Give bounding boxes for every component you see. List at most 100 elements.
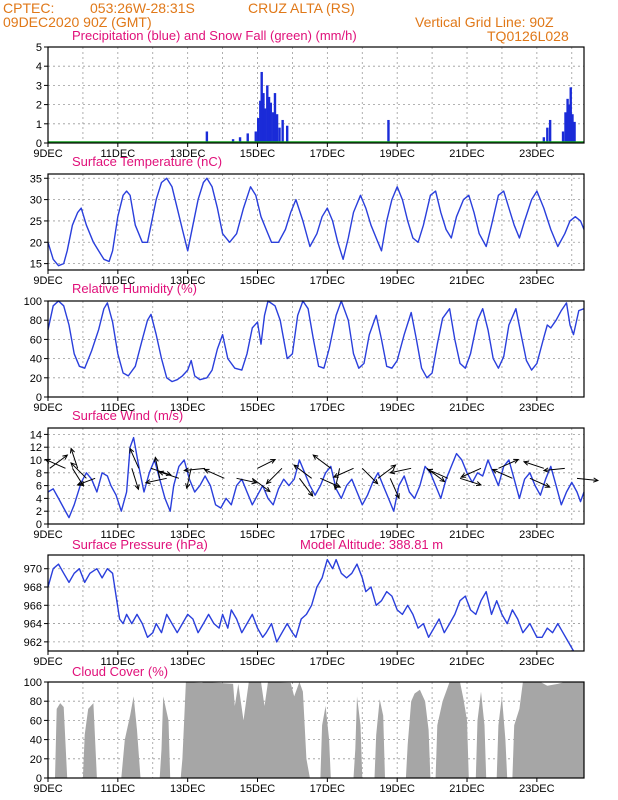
cloud-xtick-label: 9DEC [33, 783, 62, 795]
wind-ytick-label: 4 [36, 493, 42, 505]
temp-frame [47, 173, 585, 271]
precip-bar [548, 119, 552, 143]
wind-arrow-head [264, 486, 271, 493]
cloud-ytick-label: 40 [30, 735, 42, 747]
wind-arrow-shaft [492, 469, 513, 479]
wind-arrow [333, 468, 341, 491]
precip-panel: 0 1 2 3 4 5 9DEC 11DEC 13DEC 15DEC 17DEC 19DEC 21DEC… [33, 28, 585, 160]
precip-bar [269, 102, 272, 143]
wind-arrow-shaft [70, 448, 79, 469]
header: CPTEC: 053:26W-28:31S CRUZ ALTA (RS) 09D… [3, 0, 569, 44]
rh-panel: 0 20 40 60 80 100 9DEC 11DEC 13DEC 15DEC 17DEC 19DE… [24, 281, 585, 414]
wind-arrow-shaft [236, 477, 257, 484]
wind-arrow [158, 470, 180, 479]
precip-bar [272, 112, 275, 143]
cloud-xtick-label: 15DEC [240, 783, 276, 795]
wind-arrow [129, 447, 140, 469]
rh-ytick-label: 100 [24, 296, 42, 308]
wind-arrow-shaft [49, 454, 68, 469]
wind-arrow-shaft [523, 461, 545, 469]
wind-arrow-head [251, 479, 258, 485]
wind-arrow-shaft [77, 477, 96, 486]
temp-xtick-label: 13DEC [170, 275, 206, 287]
rh-ytick-label: 60 [30, 334, 42, 346]
wind-arrow-head [522, 460, 530, 466]
wind-arrow [293, 464, 312, 479]
temp-xtick-label: 17DEC [310, 275, 346, 287]
pres-xtick-label: 17DEC [310, 656, 346, 668]
wind-arrow [332, 467, 354, 478]
precip-bar [231, 139, 235, 143]
temp-xtick-label: 19DEC [379, 275, 415, 287]
pres-xtick-label: 15DEC [240, 656, 276, 668]
wind-xtick-label: 23DEC [519, 529, 555, 541]
precip-xtick-label: 11DEC [101, 148, 136, 160]
wind-arrow-head [544, 482, 551, 488]
wind-title: Surface Wind (m/s) [72, 408, 183, 423]
wind-ytick-label: 8 [36, 468, 42, 480]
wind-arrow [49, 454, 69, 469]
wind-arrow-shaft [70, 462, 87, 479]
precip-ytick-label: 5 [36, 42, 42, 54]
wind-arrow-shaft [427, 469, 449, 479]
rh-xtick-label: 15DEC [240, 402, 276, 414]
wind-arrow [265, 467, 283, 485]
wind-arrow-head [542, 467, 549, 473]
precip-bar [573, 121, 576, 143]
pres-xtick-label: 9DEC [33, 656, 62, 668]
wind-arrow [491, 468, 513, 479]
wind-arrow-shaft [334, 468, 341, 490]
precip-xtick-label: 13DEC [170, 148, 206, 160]
wind-arrow [69, 447, 79, 469]
cloud-ytick-label: 0 [36, 773, 42, 785]
wind-arrow-head [69, 447, 75, 454]
wind-arrow [76, 477, 96, 486]
wind-arrow-head [62, 454, 69, 460]
wind-arrow-shaft [251, 477, 271, 492]
wind-arrow-head [270, 459, 277, 464]
wind-arrow [576, 477, 600, 483]
cloud-xtick-label: 13DEC [170, 783, 206, 795]
temp-xtick-label: 9DEC [33, 275, 62, 287]
precip-ytick-label: 3 [36, 80, 42, 92]
wind-xtick-label: 13DEC [170, 529, 206, 541]
pres-series-line [47, 558, 575, 652]
wind-arrow-head [439, 476, 446, 483]
wind-arrow-shaft [45, 459, 66, 469]
wind-arrow-head [76, 480, 83, 486]
temp-title: Surface Temperature (nC) [72, 154, 222, 169]
wind-arrow [70, 462, 87, 479]
wind-arrow-shaft [543, 467, 565, 472]
wind-arrow-head [153, 456, 159, 463]
pres-ytick-label: 962 [24, 637, 42, 649]
wind-arrow [498, 458, 520, 469]
precip-bar [564, 112, 567, 143]
pres-ytick-label: 966 [24, 600, 42, 612]
wind-ytick-label: 14 [30, 429, 42, 441]
wind-ytick-label: 2 [36, 506, 42, 518]
wind-arrow-shaft [158, 471, 180, 479]
wind-arrow [185, 468, 192, 490]
wind-series-line [47, 436, 585, 519]
pres-ytick-label: 964 [24, 619, 42, 631]
wind-arrow-head [158, 470, 165, 476]
rh-xtick-label: 23DEC [519, 402, 555, 414]
header-code: TQ0126L028 [487, 28, 569, 44]
cloud-frame [47, 681, 585, 779]
wind-arrow [529, 477, 551, 488]
pres-annotation: Model Altitude: 388.81 m [300, 537, 443, 552]
wind-frame [47, 427, 585, 525]
precip-bar [566, 98, 569, 143]
pres-ytick-label: 970 [24, 564, 42, 576]
wind-arrow [361, 467, 379, 485]
rh-title: Relative Humidity (%) [72, 281, 197, 296]
temp-ytick-label: 15 [30, 259, 42, 271]
precip-bar [285, 125, 289, 143]
wind-arrow-shaft [320, 477, 341, 488]
wind-arrow-head [134, 484, 140, 491]
wind-arrow-shaft [257, 459, 276, 469]
wind-xtick-label: 19DEC [379, 529, 415, 541]
wind-arrow [144, 477, 167, 485]
precip-xtick-label: 17DEC [310, 148, 346, 160]
